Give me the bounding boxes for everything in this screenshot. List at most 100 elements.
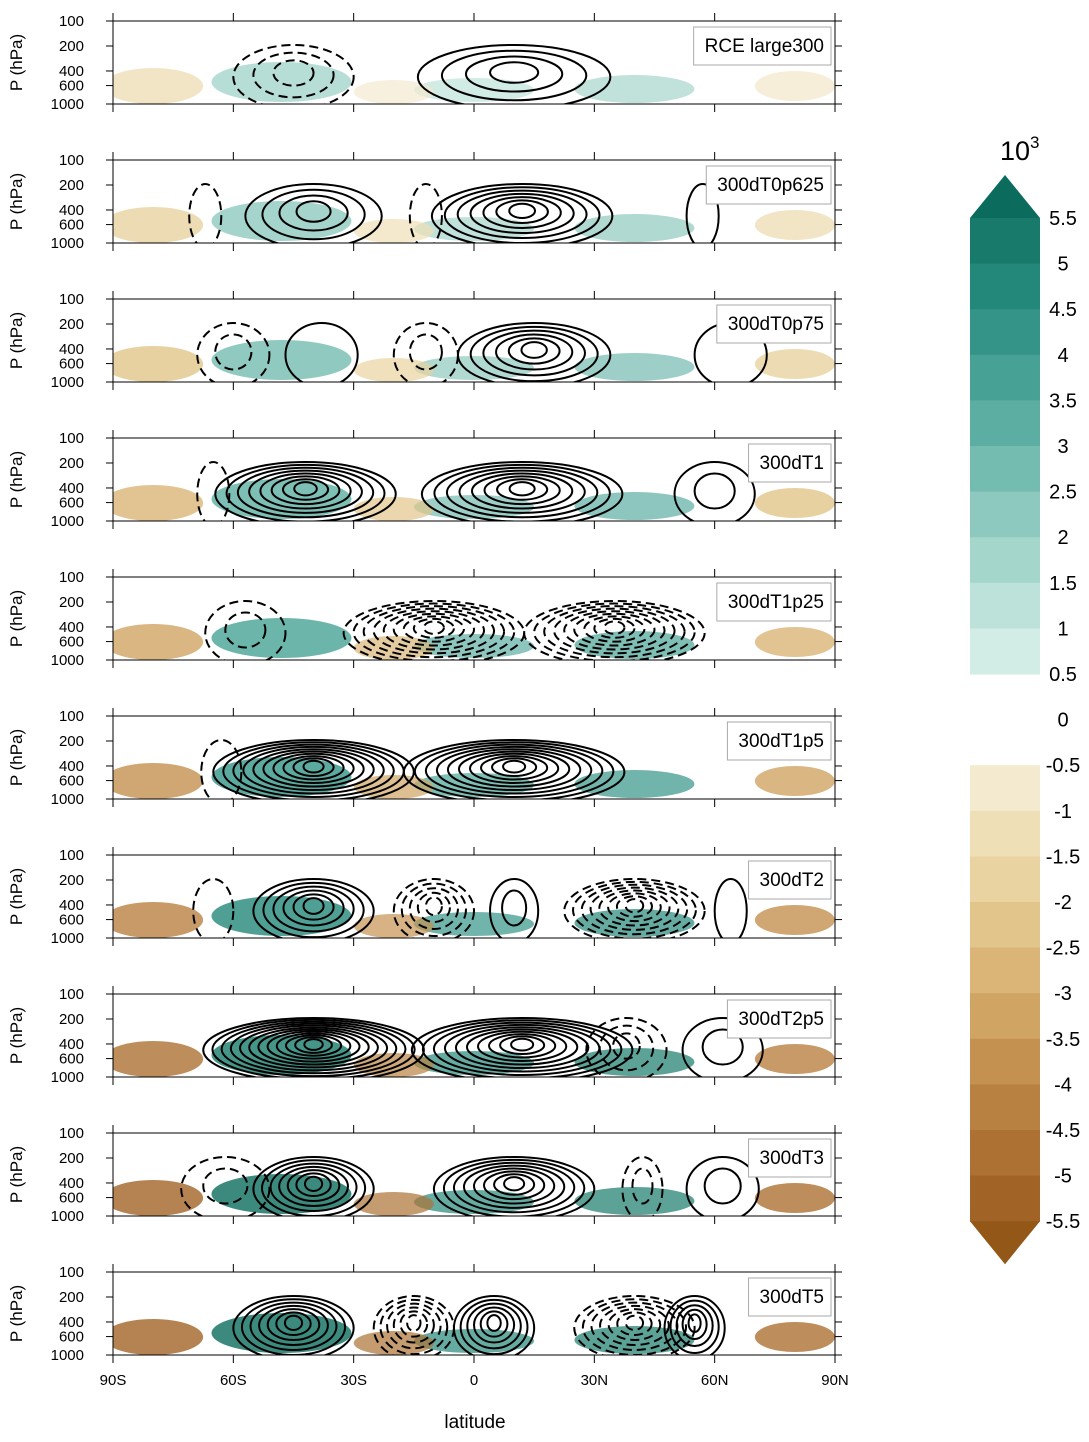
contour: [508, 202, 537, 220]
colorbar-base: 10: [1000, 136, 1030, 166]
y-axis-label: P (hPa): [7, 312, 26, 369]
shade: [754, 1183, 835, 1213]
contour: [212, 739, 415, 799]
shade: [113, 346, 204, 382]
contour: [266, 1308, 321, 1341]
colorbar-box: [970, 446, 1040, 493]
y-axis-label: P (hPa): [7, 868, 26, 925]
contour: [483, 475, 561, 506]
contour: [673, 461, 756, 521]
y-tick-label: 600: [59, 1329, 84, 1346]
x-tick-label: 30S: [340, 1372, 367, 1389]
x-tick-label: 30N: [581, 1372, 609, 1389]
contour: [266, 1030, 361, 1063]
contour: [523, 600, 706, 660]
shade: [113, 207, 204, 243]
y-axis-label: P (hPa): [7, 173, 26, 230]
contour: [424, 743, 604, 798]
shade: [113, 902, 204, 938]
panel: [113, 1156, 835, 1216]
panel-label: 300dT1p5: [738, 731, 824, 752]
contour: [465, 1028, 579, 1066]
contour: [456, 189, 588, 240]
contour: [192, 878, 235, 938]
panel-label-box: [726, 721, 832, 761]
colorbar-box: [970, 1175, 1040, 1222]
panel: [113, 1295, 835, 1355]
panel-label-box: [748, 1277, 832, 1317]
contour: [232, 1295, 355, 1355]
contour: [520, 341, 548, 359]
contour: [292, 757, 335, 778]
y-tick-label: 200: [59, 1011, 84, 1028]
contour: [501, 889, 528, 927]
contour: [214, 333, 253, 371]
y-tick-label: 1000: [51, 930, 84, 947]
y-tick-label: 100: [59, 13, 84, 30]
contour: [480, 755, 549, 781]
contour: [424, 896, 443, 917]
contour: [410, 1017, 634, 1077]
contour: [408, 887, 459, 930]
shade: [754, 905, 835, 935]
y-axis-label: P (hPa): [7, 729, 26, 786]
colorbar-box: [970, 218, 1040, 265]
contour: [464, 55, 564, 93]
contour: [392, 878, 475, 938]
contour: [502, 759, 527, 774]
contour: [488, 1033, 557, 1059]
contour: [681, 1308, 708, 1341]
contour: [408, 333, 443, 371]
contour: [473, 1306, 516, 1344]
contour: [399, 1310, 429, 1338]
shade: [754, 349, 835, 379]
y-tick-label: 600: [59, 217, 84, 234]
contour: [486, 1314, 502, 1332]
panel-label-box: [748, 1138, 832, 1178]
contour: [573, 1295, 696, 1355]
contour: [295, 200, 332, 223]
shade: [754, 1322, 835, 1352]
y-axis-label: P (hPa): [7, 590, 26, 647]
colorbar-label: -2: [1054, 892, 1072, 914]
y-tick-label: 100: [59, 291, 84, 308]
colorbar-box: [970, 400, 1040, 447]
contour: [372, 607, 496, 655]
contour: [442, 1158, 586, 1216]
contour: [422, 620, 445, 635]
contour: [624, 898, 645, 914]
shade: [113, 763, 204, 799]
panel: [113, 878, 835, 938]
colorbar-box: [970, 263, 1040, 310]
contour: [583, 615, 646, 643]
y-tick-label: 600: [59, 634, 84, 651]
contour: [275, 1032, 352, 1060]
shade: [113, 68, 204, 104]
panel-label-box: [716, 582, 832, 622]
colorbar-label: -3: [1054, 983, 1072, 1005]
contour: [270, 475, 341, 506]
panel-label: 300dT2p5: [738, 1009, 824, 1030]
y-tick-label: 1000: [51, 513, 84, 530]
contour: [257, 1028, 370, 1066]
colorbar-box: [970, 1038, 1040, 1085]
contour: [433, 463, 611, 521]
contour: [282, 889, 345, 927]
colorbar-label: 2.5: [1049, 482, 1077, 504]
y-tick-label: 100: [59, 430, 84, 447]
contour: [211, 1018, 416, 1077]
contour: [416, 44, 612, 104]
y-axis-label: P (hPa): [7, 1146, 26, 1203]
colorbar-box: [970, 810, 1040, 857]
contour: [489, 878, 540, 938]
colorbar-label: 5.5: [1049, 208, 1077, 230]
contour: [701, 1028, 744, 1066]
y-tick-label: 200: [59, 316, 84, 333]
colorbar-title: 103: [1000, 133, 1040, 166]
colorbar-label: 1.5: [1049, 573, 1077, 595]
contour: [261, 188, 366, 241]
colorbar-label: 1: [1057, 618, 1068, 640]
panel-label-box: [716, 304, 832, 344]
contour: [499, 1035, 546, 1055]
